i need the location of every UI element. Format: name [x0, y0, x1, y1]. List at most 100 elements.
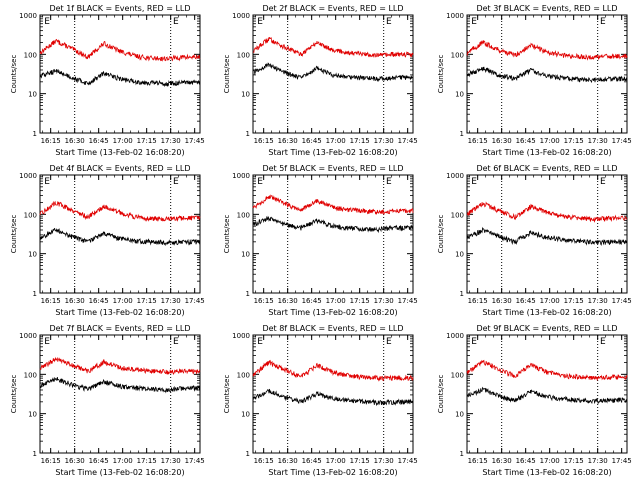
x-tick-label: 17:15 [350, 457, 370, 465]
y-tick-label: 1000 [232, 172, 250, 180]
y-tick-label: 1 [33, 290, 37, 298]
x-tick-label: 17:15 [564, 137, 584, 145]
event-marker-label: E [471, 337, 477, 347]
x-tick-label: 17:00 [326, 297, 346, 305]
y-tick-label: 100 [237, 211, 250, 219]
x-tick-label: 16:45 [516, 137, 536, 145]
x-tick-label: 17:45 [398, 457, 418, 465]
event-marker-label: E [44, 17, 50, 27]
series-line-events [39, 68, 201, 88]
x-tick-label: 17:00 [326, 457, 346, 465]
series-line-lld [39, 356, 201, 375]
x-tick-label: 17:30 [588, 137, 608, 145]
event-marker-label: E [600, 337, 606, 347]
x-tick-label: 17:00 [540, 137, 560, 145]
chart-panel-7: Det 7f BLACK = Events, RED = LLD Counts/s… [10, 324, 205, 477]
y-tick-label: 1 [246, 290, 250, 298]
x-tick-label: 16:45 [302, 457, 322, 465]
plot-frame [466, 14, 628, 134]
y-axis-label: Counts/sec [223, 55, 231, 94]
chart-title: Det 4f BLACK = Events, RED = LLD [49, 164, 190, 173]
x-tick-label: 17:00 [113, 457, 133, 465]
x-tick-label: 16:15 [254, 137, 274, 145]
series-line-events [466, 386, 628, 405]
chart-title: Det 5f BLACK = Events, RED = LLD [262, 164, 403, 173]
x-tick-label: 16:30 [278, 137, 298, 145]
y-tick-label: 1000 [19, 12, 37, 20]
x-tick-label: 17:00 [540, 297, 560, 305]
x-tick-label: 16:30 [65, 297, 85, 305]
y-axis-label: Counts/sec [437, 375, 445, 414]
x-tick-label: 16:45 [89, 137, 109, 145]
chart-title: Det 2f BLACK = Events, RED = LLD [262, 4, 403, 13]
y-tick-label: 1 [33, 130, 37, 138]
y-axis-label: Counts/sec [223, 375, 231, 414]
x-tick-label: 16:30 [492, 137, 512, 145]
y-tick-label: 100 [24, 371, 37, 379]
y-tick-label: 10 [455, 411, 464, 419]
x-axis-label: Start Time (13-Feb-02 16:08:20) [268, 308, 397, 317]
y-tick-label: 10 [28, 251, 37, 259]
event-marker-label: E [44, 337, 50, 347]
series-line-lld [39, 200, 201, 222]
x-tick-label: 16:45 [89, 457, 109, 465]
y-tick-label: 10 [455, 251, 464, 259]
x-axis-label: Start Time (13-Feb-02 16:08:20) [55, 148, 184, 157]
y-axis-label: Counts/sec [223, 215, 231, 254]
x-tick-label: 16:45 [302, 137, 322, 145]
x-tick-label: 17:15 [564, 457, 584, 465]
y-tick-label: 10 [241, 411, 250, 419]
event-marker-label: E [173, 177, 179, 187]
series-line-events [466, 66, 628, 84]
x-tick-label: 17:45 [185, 297, 205, 305]
event-marker-label: E [44, 177, 50, 187]
x-tick-label: 17:30 [588, 457, 608, 465]
x-tick-label: 17:45 [612, 137, 632, 145]
plot-frame [466, 174, 628, 294]
series-line-events [252, 215, 414, 234]
series-line-lld [466, 359, 628, 381]
x-tick-label: 16:45 [302, 297, 322, 305]
x-tick-label: 16:15 [468, 137, 488, 145]
series-line-lld [466, 39, 628, 61]
chart-title: Det 3f BLACK = Events, RED = LLD [476, 4, 617, 13]
x-tick-label: 17:30 [161, 457, 181, 465]
plot-frame [39, 14, 201, 134]
x-tick-label: 17:15 [350, 297, 370, 305]
y-axis-label: Counts/sec [10, 55, 18, 94]
x-tick-label: 16:15 [41, 137, 61, 145]
series-line-lld [252, 36, 414, 58]
y-tick-label: 10 [241, 251, 250, 259]
x-tick-label: 16:15 [254, 457, 274, 465]
x-tick-label: 16:15 [41, 297, 61, 305]
x-tick-label: 16:15 [254, 297, 274, 305]
y-tick-label: 1 [33, 450, 37, 458]
y-tick-label: 1000 [446, 172, 464, 180]
chart-panel-9: Det 9f BLACK = Events, RED = LLD Counts/s… [437, 324, 632, 477]
chart-title: Det 7f BLACK = Events, RED = LLD [49, 324, 190, 333]
y-tick-label: 100 [237, 371, 250, 379]
y-tick-label: 100 [451, 51, 464, 59]
event-marker-label: E [257, 17, 263, 27]
x-tick-label: 16:30 [492, 297, 512, 305]
x-tick-label: 17:30 [588, 297, 608, 305]
chart-panel-4: Det 4f BLACK = Events, RED = LLD Counts/s… [10, 164, 205, 317]
x-tick-label: 16:30 [278, 457, 298, 465]
y-tick-label: 10 [28, 411, 37, 419]
x-tick-label: 17:00 [113, 137, 133, 145]
x-tick-label: 16:15 [41, 457, 61, 465]
x-axis-label: Start Time (13-Feb-02 16:08:20) [268, 148, 397, 157]
y-tick-label: 1 [246, 450, 250, 458]
x-tick-label: 17:45 [398, 137, 418, 145]
x-tick-label: 17:45 [612, 297, 632, 305]
y-tick-label: 1 [460, 450, 464, 458]
y-axis-label: Counts/sec [10, 215, 18, 254]
chart-panel-1: Det 1f BLACK = Events, RED = LLD Counts/s… [10, 4, 205, 157]
x-tick-label: 17:45 [398, 297, 418, 305]
y-tick-label: 1000 [232, 12, 250, 20]
chart-title: Det 6f BLACK = Events, RED = LLD [476, 164, 617, 173]
y-tick-label: 1 [460, 130, 464, 138]
x-tick-label: 16:30 [492, 457, 512, 465]
plot-frame [466, 334, 628, 454]
